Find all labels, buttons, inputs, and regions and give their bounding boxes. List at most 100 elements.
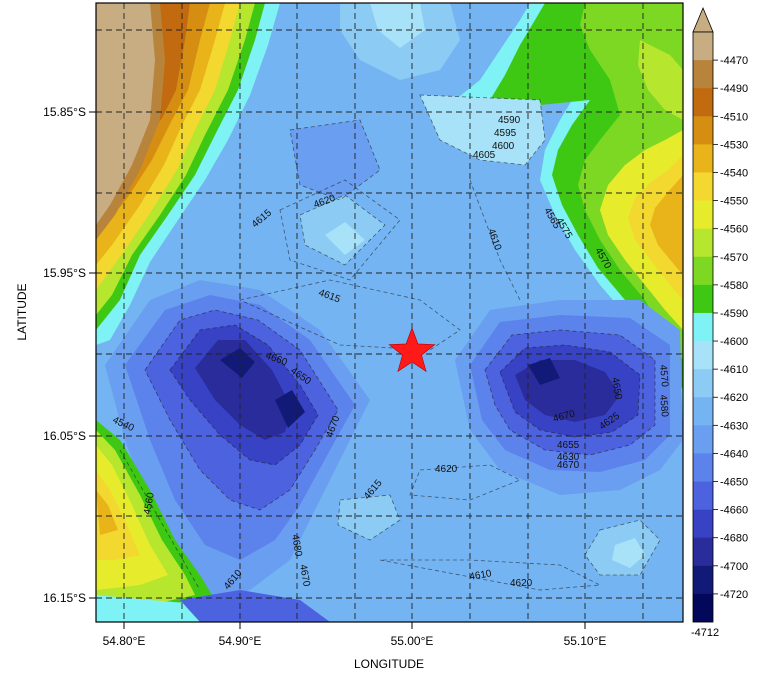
contour-fill <box>96 3 683 622</box>
colorbar-label: -4610 <box>720 364 748 376</box>
band-orange-right <box>650 175 683 275</box>
contour-line <box>169 324 319 466</box>
contour-line <box>119 449 201 591</box>
contour-line <box>419 94 546 166</box>
contour-label: 4600 <box>492 141 515 152</box>
contour-line <box>299 194 386 266</box>
lobe-right-core <box>528 358 560 385</box>
contour-line <box>279 179 401 281</box>
colorbar-label: -4580 <box>720 280 748 292</box>
colorbar-overflow-triangle <box>692 6 714 33</box>
contour-line <box>238 279 461 351</box>
colorbar-swatch <box>693 312 713 342</box>
patch-light-bottommid <box>338 495 400 540</box>
map-grid <box>96 3 683 622</box>
colorbar-label: -4470 <box>720 55 748 67</box>
contour-label: 4610 <box>469 568 493 583</box>
x-tick-label: 55.00°E <box>391 634 434 648</box>
pocket-orange-bl <box>96 490 118 535</box>
contour-line <box>499 344 641 438</box>
colorbar-label: -4630 <box>720 420 748 432</box>
colorbar-swatch <box>693 256 713 286</box>
colorbar-swatch <box>693 593 713 623</box>
colorbar-swatch <box>693 509 713 539</box>
colorbar-swatch <box>693 369 713 398</box>
colorbar-label: -4550 <box>720 196 748 208</box>
y-axis-title: LATITUDE <box>15 283 29 340</box>
contour-label: 4605 <box>473 150 496 161</box>
plot-frame <box>95 2 684 623</box>
contour-label: 4655 <box>557 440 580 451</box>
colorbar-label: -4660 <box>720 505 748 517</box>
contour-lines <box>119 94 661 591</box>
colorbar-swatch <box>693 144 713 173</box>
colorbar-swatch <box>693 425 713 454</box>
patch-lighter-bottomright <box>612 538 645 568</box>
lobe-left-core-a <box>220 348 255 378</box>
contour-label: 4580 <box>657 394 670 418</box>
colorbar-swatch <box>693 88 713 117</box>
colorbar: -4470 -4490 -4510 -4530 -4540 -4550 -4560 -4570… <box>691 6 748 639</box>
x-tick-labels: 54.80°E 54.90°E 55.00°E 55.10°E <box>103 634 607 648</box>
band-tan-left <box>96 3 155 225</box>
contour-line <box>379 559 602 591</box>
contour-label: 4570 <box>657 364 670 388</box>
x-tick-label: 54.80°E <box>103 634 146 648</box>
colorbar-swatch <box>693 228 713 258</box>
contour-line <box>144 309 339 511</box>
contour-line <box>484 329 656 456</box>
colorbar-label: -4530 <box>720 139 748 151</box>
colorbar-swatch <box>693 453 713 482</box>
location-star-marker[interactable] <box>388 327 436 373</box>
colorbar-frame <box>692 31 714 623</box>
colorbar-swatch <box>693 284 713 314</box>
contour-line <box>469 179 521 301</box>
colorbar-label: -4590 <box>720 308 748 320</box>
contour-label: 4670 <box>297 564 312 588</box>
patch-lighter-top <box>370 3 425 48</box>
colorbar-label: -4510 <box>720 111 748 123</box>
contour-label: 4680 <box>289 534 304 558</box>
colorbar-label: -4720 <box>720 589 748 601</box>
contour-line <box>289 119 381 201</box>
colorbar-label: -4640 <box>720 448 748 460</box>
colorbar-swatch <box>693 397 713 426</box>
colorbar-label: -4540 <box>720 167 748 179</box>
patch-cyan-mid <box>420 95 545 165</box>
colorbar-label: -4620 <box>720 392 748 404</box>
y-tick-label: 15.85°S <box>43 105 86 119</box>
colorbar-swatch <box>693 537 713 567</box>
patch-lime-topright <box>638 40 683 120</box>
colorbar-min-label: -4712 <box>691 627 719 639</box>
colorbar-swatch <box>693 60 713 89</box>
contour-label: 4670 <box>557 460 580 471</box>
contour-label: 4590 <box>498 115 521 126</box>
contour-label: 4620 <box>435 464 458 475</box>
colorbar-swatch <box>693 481 713 510</box>
contour-line <box>409 464 521 501</box>
contour-label: 4620 <box>510 578 533 589</box>
lobe-left-core-b <box>275 390 305 428</box>
band-cyan-left <box>96 3 280 345</box>
contour-label: 4595 <box>494 128 517 139</box>
y-tick-label: 16.05°S <box>43 429 86 443</box>
y-tick-label: 15.95°S <box>43 266 86 280</box>
y-tick-labels: 15.85°S 15.95°S 16.05°S 16.15°S <box>43 105 86 605</box>
colorbar-swatch <box>693 565 713 595</box>
contour-label: 4560 <box>142 491 157 515</box>
colorbar-label: -4600 <box>720 336 748 348</box>
contour-label: 4630 <box>557 452 580 463</box>
colorbar-swatch <box>693 116 713 145</box>
x-axis-title: LONGITUDE <box>354 657 424 671</box>
contour-label: 4650 <box>609 377 624 401</box>
colorbar-label: -4490 <box>720 83 748 95</box>
colorbar-label: -4700 <box>720 561 748 573</box>
colorbar-swatch <box>693 172 713 201</box>
x-tick-label: 54.90°E <box>219 634 262 648</box>
colorbar-label: -4650 <box>720 477 748 489</box>
colorbar-swatch <box>693 200 713 229</box>
pocket-gold-bl <box>96 470 140 560</box>
y-tick-label: 16.15°S <box>43 591 86 605</box>
